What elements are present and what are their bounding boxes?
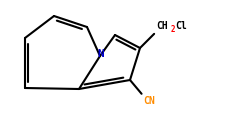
Text: N: N	[97, 49, 104, 59]
Text: 2: 2	[170, 25, 174, 34]
Text: CH: CH	[156, 21, 167, 31]
Text: CN: CN	[143, 96, 155, 106]
Text: Cl: Cl	[174, 21, 186, 31]
